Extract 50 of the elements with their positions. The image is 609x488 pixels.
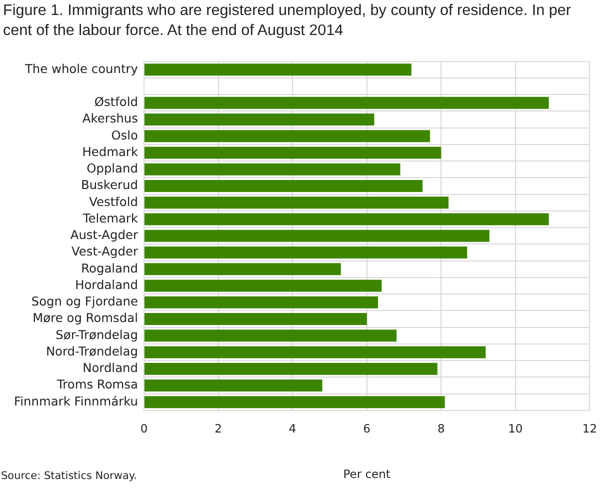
y-tick-label: Østfold [94, 95, 138, 110]
bar [144, 230, 490, 242]
y-tick-label: Finnmark Finnmárku [14, 394, 138, 408]
bar [144, 163, 400, 176]
bar [144, 64, 412, 76]
y-tick-label: Nordland [82, 361, 138, 376]
y-tick-label: Rogaland [81, 261, 138, 276]
bar [144, 280, 382, 292]
bar [144, 362, 438, 375]
bar [144, 312, 367, 325]
bar [144, 246, 468, 258]
y-tick-label: Vest-Agder [72, 244, 139, 259]
x-tick-label: 6 [363, 421, 371, 436]
x-axis-title: Per cent [343, 467, 391, 482]
bar [144, 213, 549, 226]
y-tick-label: Sogn og Fjordane [31, 294, 138, 309]
bar [144, 130, 430, 142]
chart-title: Figure 1. Immigrants who are registered unemployed, by county of residence. In per cent of the labour force. At the end of August 2014 [3, 1, 572, 41]
x-tick-label: 0 [140, 421, 148, 436]
bar [144, 330, 397, 342]
y-tick-label: Vestfold [89, 194, 138, 209]
y-tick-label: Nord-Trøndelag [46, 344, 138, 358]
bar [144, 114, 374, 126]
y-tick-label: Møre og Romsdal [32, 311, 138, 326]
bar [144, 396, 445, 408]
y-tick-label: Aust-Agder [70, 228, 139, 242]
y-tick-label: Hordaland [75, 278, 138, 292]
bar [144, 180, 423, 192]
y-tick-label: The whole country [24, 62, 138, 76]
x-tick-label: 10 [508, 421, 523, 436]
y-tick-label: Oppland [86, 162, 138, 176]
bar [144, 96, 549, 109]
x-tick-label: 8 [437, 421, 445, 436]
y-tick-label: Akershus [82, 112, 138, 126]
x-tick-label: 12 [582, 421, 598, 436]
source-note: Source: Statistics Norway. [1, 470, 137, 482]
bar [144, 296, 378, 308]
bar [144, 379, 322, 392]
bar [144, 263, 341, 276]
y-tick-label: Hedmark [82, 144, 139, 159]
y-tick-label: Telemark [82, 211, 139, 226]
x-tick-label: 2 [214, 421, 222, 436]
y-tick-label: Buskerud [80, 178, 138, 192]
x-tick-label: 4 [288, 421, 296, 436]
y-tick-label: Oslo [111, 128, 138, 142]
bar [144, 146, 442, 159]
bar [144, 346, 486, 358]
y-tick-label: Troms Romsa [56, 378, 138, 392]
bar [144, 196, 449, 209]
y-tick-label: Sør-Trøndelag [56, 328, 138, 342]
